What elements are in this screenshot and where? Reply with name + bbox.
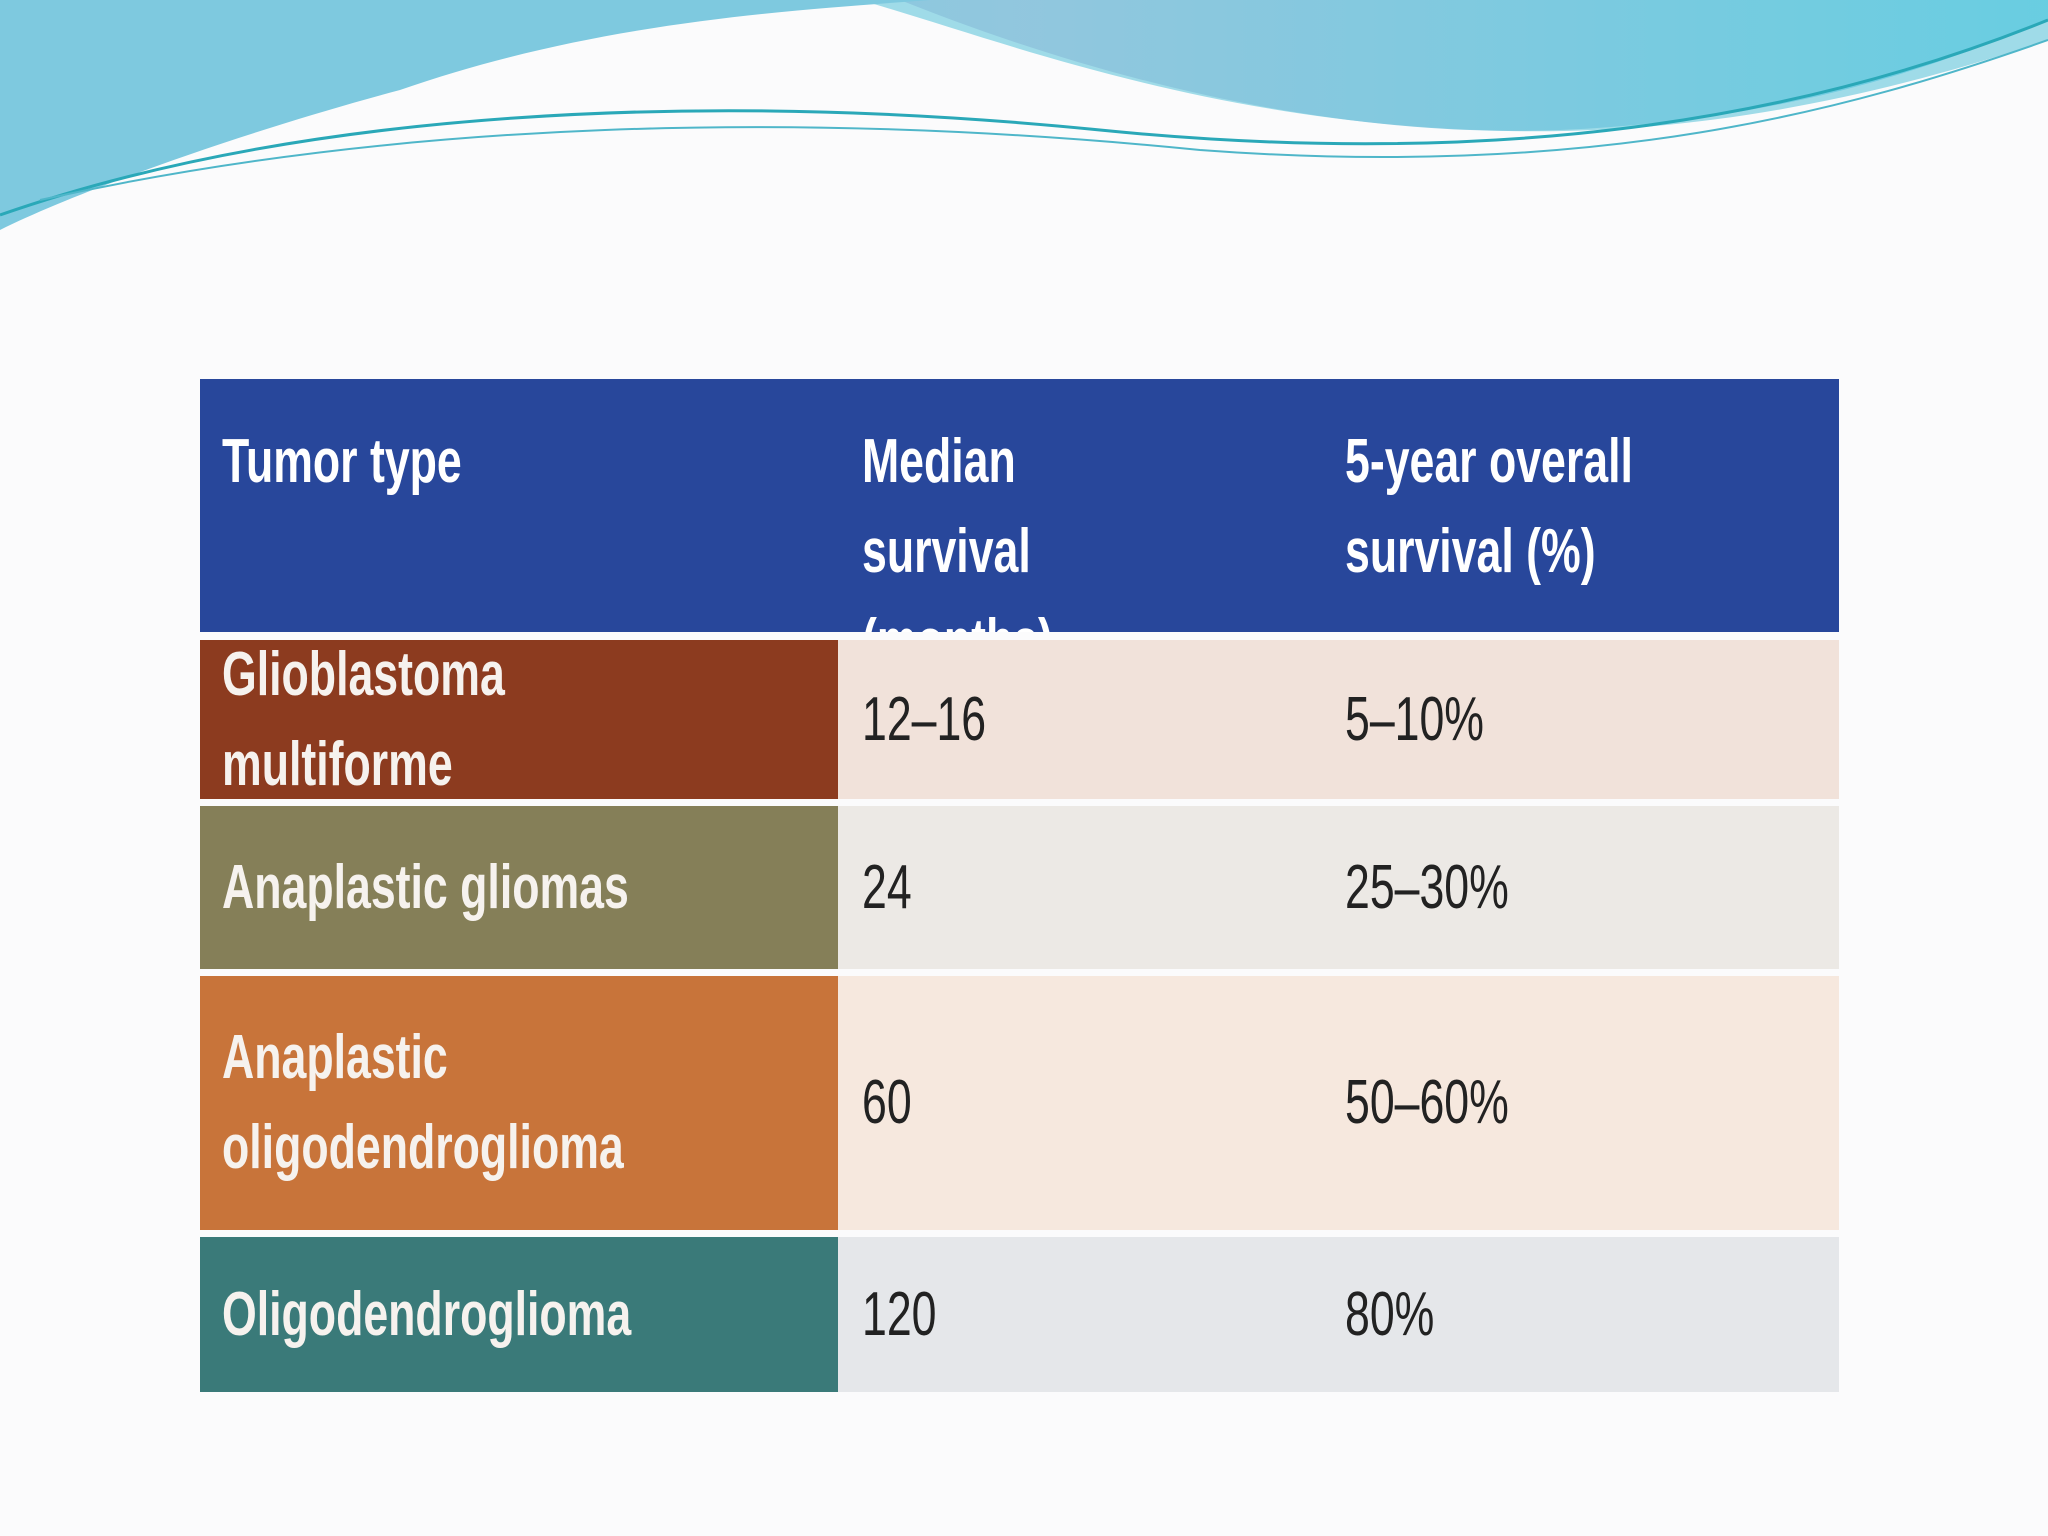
value-cell: 50–60% (1345, 976, 1839, 1230)
header-cell: Median survival (months) (838, 379, 1345, 632)
row-header-cell: Oligodendroglioma (200, 1237, 838, 1392)
value-cell: 120 (838, 1237, 1345, 1392)
cell-text: 24 (862, 852, 912, 922)
cell-text: Anaplastic gliomas (222, 852, 629, 922)
header-text: Tumor type (222, 427, 462, 496)
cell-text: 5–10% (1345, 684, 1485, 754)
row-header-cell: Anaplastic oligodendroglioma (200, 976, 838, 1230)
cell-text: 50–60% (1345, 1068, 1509, 1138)
cell-text: 25–30% (1345, 852, 1509, 922)
value-cell: 25–30% (1345, 806, 1839, 969)
row-header-cell: Glioblastoma multiforme (200, 640, 838, 799)
value-cell: 60 (838, 976, 1345, 1230)
value-cell: 5–10% (1345, 640, 1839, 799)
cell-text: 12–16 (862, 684, 987, 754)
header-wave (0, 0, 2048, 230)
value-cell: 12–16 (838, 640, 1345, 799)
cell-text: Glioblastoma multiforme (222, 640, 505, 799)
cell-text: Oligodendroglioma (222, 1279, 632, 1349)
header-text: 5-year overall survival (%) (1345, 427, 1633, 586)
value-cell: 80% (1345, 1237, 1839, 1392)
cell-text: 120 (862, 1279, 937, 1349)
row-header-cell: Anaplastic gliomas (200, 806, 838, 969)
cell-text: Anaplastic oligodendroglioma (222, 1023, 624, 1182)
header-text: Median survival (months) (862, 427, 1053, 632)
cell-text: 80% (1345, 1279, 1435, 1349)
value-cell: 24 (838, 806, 1345, 969)
header-cell: 5-year overall survival (%) (1345, 379, 1839, 632)
header-cell: Tumor type (200, 379, 838, 632)
cell-text: 60 (862, 1068, 912, 1138)
